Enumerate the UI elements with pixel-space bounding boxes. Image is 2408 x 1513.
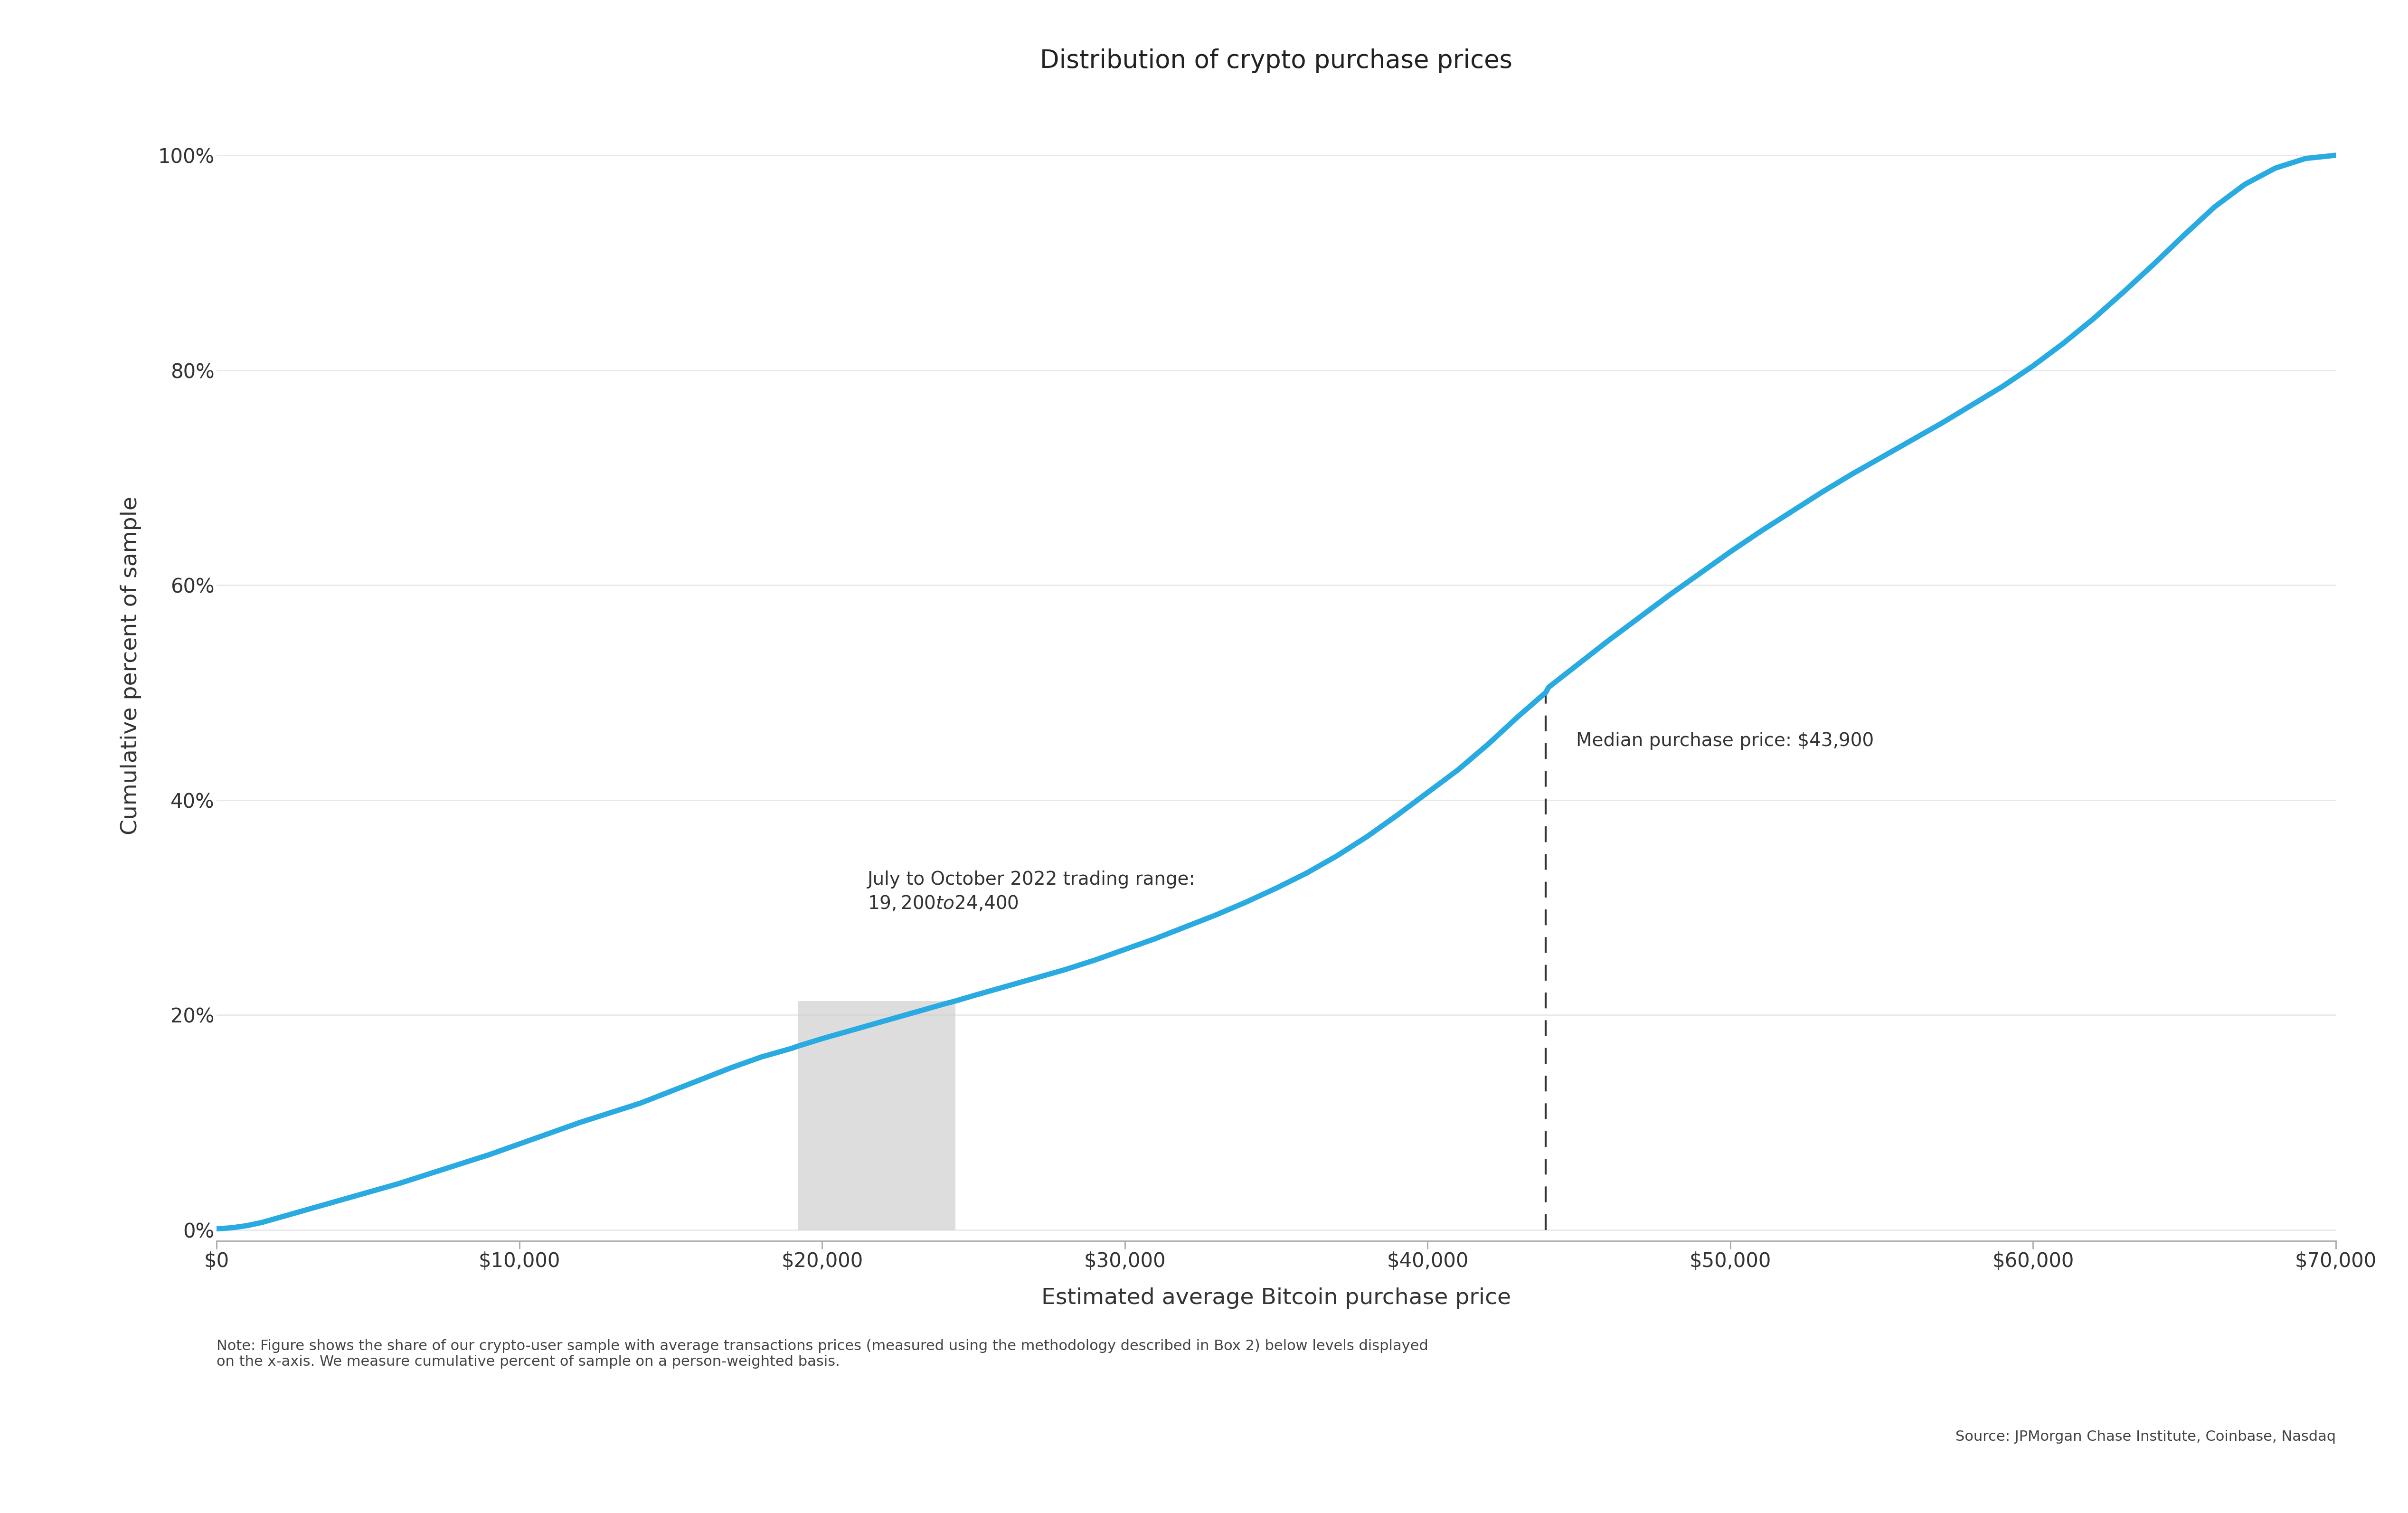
Bar [797,1002,956,1230]
Text: Median purchase price: $43,900: Median purchase price: $43,900 [1575,732,1873,750]
Title: Distribution of crypto purchase prices: Distribution of crypto purchase prices [1040,48,1512,73]
Text: Source: JPMorgan Chase Institute, Coinbase, Nasdaq: Source: JPMorgan Chase Institute, Coinba… [1955,1430,2336,1443]
Y-axis label: Cumulative percent of sample: Cumulative percent of sample [120,496,142,835]
Text: July to October 2022 trading range:
$19,200 to $24,400: July to October 2022 trading range: $19,… [867,870,1194,912]
X-axis label: Estimated average Bitcoin purchase price: Estimated average Bitcoin purchase price [1040,1288,1512,1309]
Text: Note: Figure shows the share of our crypto-user sample with average transactions: Note: Figure shows the share of our cryp… [217,1339,1428,1369]
